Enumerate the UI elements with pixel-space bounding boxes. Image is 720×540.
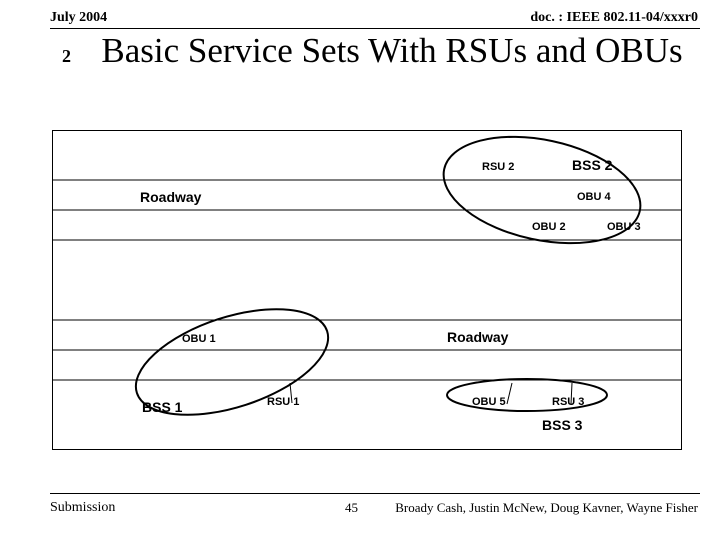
diagram-label: RSU 3 — [552, 396, 584, 408]
header-date: July 2004 — [50, 10, 107, 26]
header-rule — [50, 28, 700, 29]
diagram-label: RSU 1 — [267, 396, 299, 408]
footer-page: 45 — [345, 500, 358, 516]
diagram-label: OBU 4 — [577, 191, 612, 203]
diagram-label: BSS 2 — [572, 157, 613, 173]
diagram-label: OBU 5 — [472, 396, 506, 408]
diagram-label: OBU 3 — [607, 221, 641, 233]
footer-submission: Submission — [50, 500, 115, 516]
slide-number-top: 2 — [62, 46, 71, 67]
diagram-label: RSU 2 — [482, 161, 514, 173]
diagram-label: BSS 1 — [142, 399, 183, 415]
page-title: Basic Service Sets With RSUs and OBUs — [84, 32, 700, 71]
diagram-svg: Roadway Roadway RSU 2 BSS 2 OBU 4 OBU 2 OBU 3 O… — [52, 130, 682, 450]
diagram-container: Roadway Roadway RSU 2 BSS 2 OBU 4 OBU 2 OBU 3 O… — [52, 130, 682, 450]
diagram-label: Roadway — [447, 329, 509, 345]
diagram-label: BSS 3 — [542, 417, 583, 433]
header-docnum: doc. : IEEE 802.11-04/xxxr0 — [530, 10, 698, 26]
footer-authors: Broady Cash, Justin McNew, Doug Kavner, … — [395, 500, 698, 516]
diagram-label: OBU 2 — [532, 221, 566, 233]
diagram-label: OBU 1 — [182, 333, 216, 345]
diagram-label: Roadway — [140, 189, 202, 205]
footer-rule — [50, 493, 700, 494]
